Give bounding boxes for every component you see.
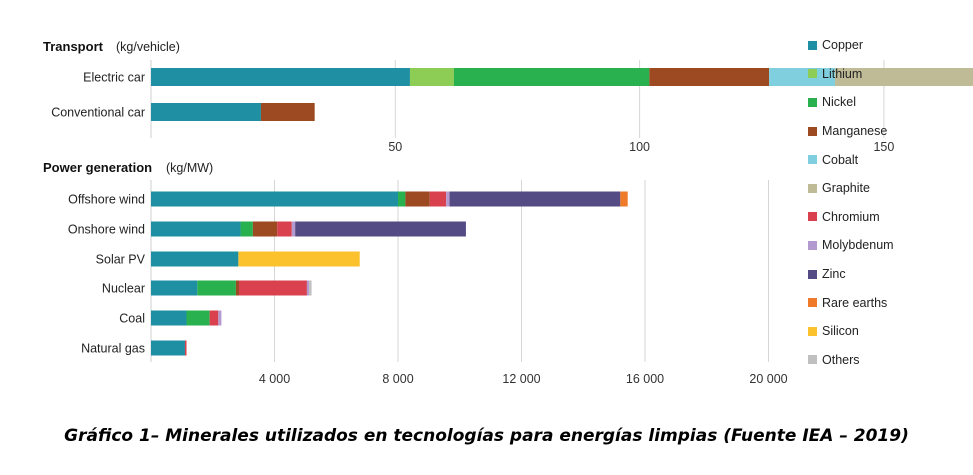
bar-segment — [238, 280, 307, 296]
legend-item: Copper — [808, 31, 968, 60]
bar-segment — [186, 310, 210, 326]
bar-segment — [405, 191, 430, 207]
legend-item: Silicon — [808, 317, 968, 346]
bar-segment — [218, 310, 222, 326]
category-label: Onshore wind — [68, 223, 145, 237]
legend-swatch — [808, 355, 817, 365]
legend-label: Silicon — [822, 324, 859, 339]
bar-segment — [197, 280, 236, 296]
legend-swatch — [808, 298, 817, 308]
legend-swatch — [808, 326, 817, 336]
bar-segment — [151, 191, 398, 207]
bar-segment — [446, 191, 450, 207]
legend-item: Lithium — [808, 60, 968, 89]
bar-segment — [277, 221, 292, 237]
legend-label: Cobalt — [822, 152, 859, 167]
x-tick-label: 8 000 — [382, 372, 413, 386]
legend-label: Zinc — [822, 267, 846, 282]
legend-item: Others — [808, 346, 968, 375]
bar-segment — [449, 191, 621, 207]
legend-swatch — [808, 269, 817, 279]
legend-swatch — [808, 69, 817, 79]
legend-label: Molybdenum — [822, 238, 894, 253]
bar-segment — [769, 68, 836, 86]
chart-title: Power generation — [43, 160, 152, 175]
legend-item: Zinc — [808, 260, 968, 289]
x-tick-label: 20 000 — [749, 372, 787, 386]
category-label: Coal — [119, 312, 145, 326]
legend-label: Nickel — [822, 95, 857, 110]
legend-label: Copper — [822, 38, 863, 53]
legend-label: Graphite — [822, 181, 870, 196]
category-label: Nuclear — [102, 282, 145, 296]
bar-segment — [209, 310, 219, 326]
legend-item: Cobalt — [808, 145, 968, 174]
bar-segment — [151, 340, 185, 356]
legend-label: Lithium — [822, 66, 863, 81]
bar-segment — [151, 310, 187, 326]
legend-swatch — [808, 240, 817, 250]
bar-segment — [309, 280, 312, 296]
bar-segment — [398, 191, 406, 207]
x-tick-label: 150 — [873, 140, 894, 154]
bar-segment — [306, 280, 310, 296]
bar-segment — [835, 68, 973, 86]
bar-segment — [235, 280, 239, 296]
legend-label: Rare earths — [822, 295, 888, 310]
legend-swatch — [808, 97, 817, 107]
minerals-chart: Transport(kg/vehicle)50100150200250Elect… — [43, 39, 973, 386]
x-tick-label: 50 — [388, 140, 402, 154]
legend-item: Chromium — [808, 203, 968, 232]
chart-unit: (kg/MW) — [166, 161, 213, 175]
legend-item: Manganese — [808, 117, 968, 146]
bar-segment — [429, 191, 447, 207]
bar-segment — [184, 340, 187, 356]
bar-segment — [620, 191, 628, 207]
chart-legend: Copper Lithium Nickel Manganese Cobalt G… — [808, 31, 968, 374]
x-tick-label: 12 000 — [502, 372, 540, 386]
x-tick-label: 16 000 — [626, 372, 664, 386]
legend-swatch — [808, 40, 817, 50]
legend-label: Manganese — [822, 124, 888, 139]
bar-segment — [240, 221, 253, 237]
bar-segment — [252, 221, 278, 237]
bar-segment — [260, 103, 315, 121]
x-tick-label: 4 000 — [259, 372, 290, 386]
legend-item: Nickel — [808, 88, 968, 117]
bar-segment — [409, 68, 454, 86]
category-label: Offshore wind — [68, 193, 145, 207]
legend-swatch — [808, 212, 817, 222]
figure-caption: Gráfico 1– Minerales utilizados en tecno… — [64, 426, 909, 446]
bar-segment — [151, 103, 261, 121]
bar-segment — [649, 68, 770, 86]
category-label: Natural gas — [81, 342, 145, 356]
bar-segment — [151, 68, 410, 86]
category-label: Electric car — [83, 71, 145, 85]
category-label: Solar PV — [96, 253, 146, 267]
x-tick-label: 100 — [629, 140, 650, 154]
legend-item: Graphite — [808, 174, 968, 203]
category-label: Conventional car — [51, 106, 145, 120]
bar-segment — [151, 251, 239, 267]
bar-segment — [295, 221, 466, 237]
bar-segment — [453, 68, 650, 86]
legend-label: Chromium — [822, 209, 880, 224]
legend-swatch — [808, 126, 817, 136]
bar-segment — [238, 251, 360, 267]
bar-segment — [291, 221, 296, 237]
legend-swatch — [808, 155, 817, 165]
bar-segment — [151, 280, 198, 296]
chart-unit: (kg/vehicle) — [116, 40, 180, 54]
bar-segment — [151, 221, 241, 237]
legend-swatch — [808, 183, 817, 193]
legend-item: Molybdenum — [808, 231, 968, 260]
legend-item: Rare earths — [808, 288, 968, 317]
chart-title: Transport — [43, 39, 104, 54]
legend-label: Others — [822, 352, 860, 367]
